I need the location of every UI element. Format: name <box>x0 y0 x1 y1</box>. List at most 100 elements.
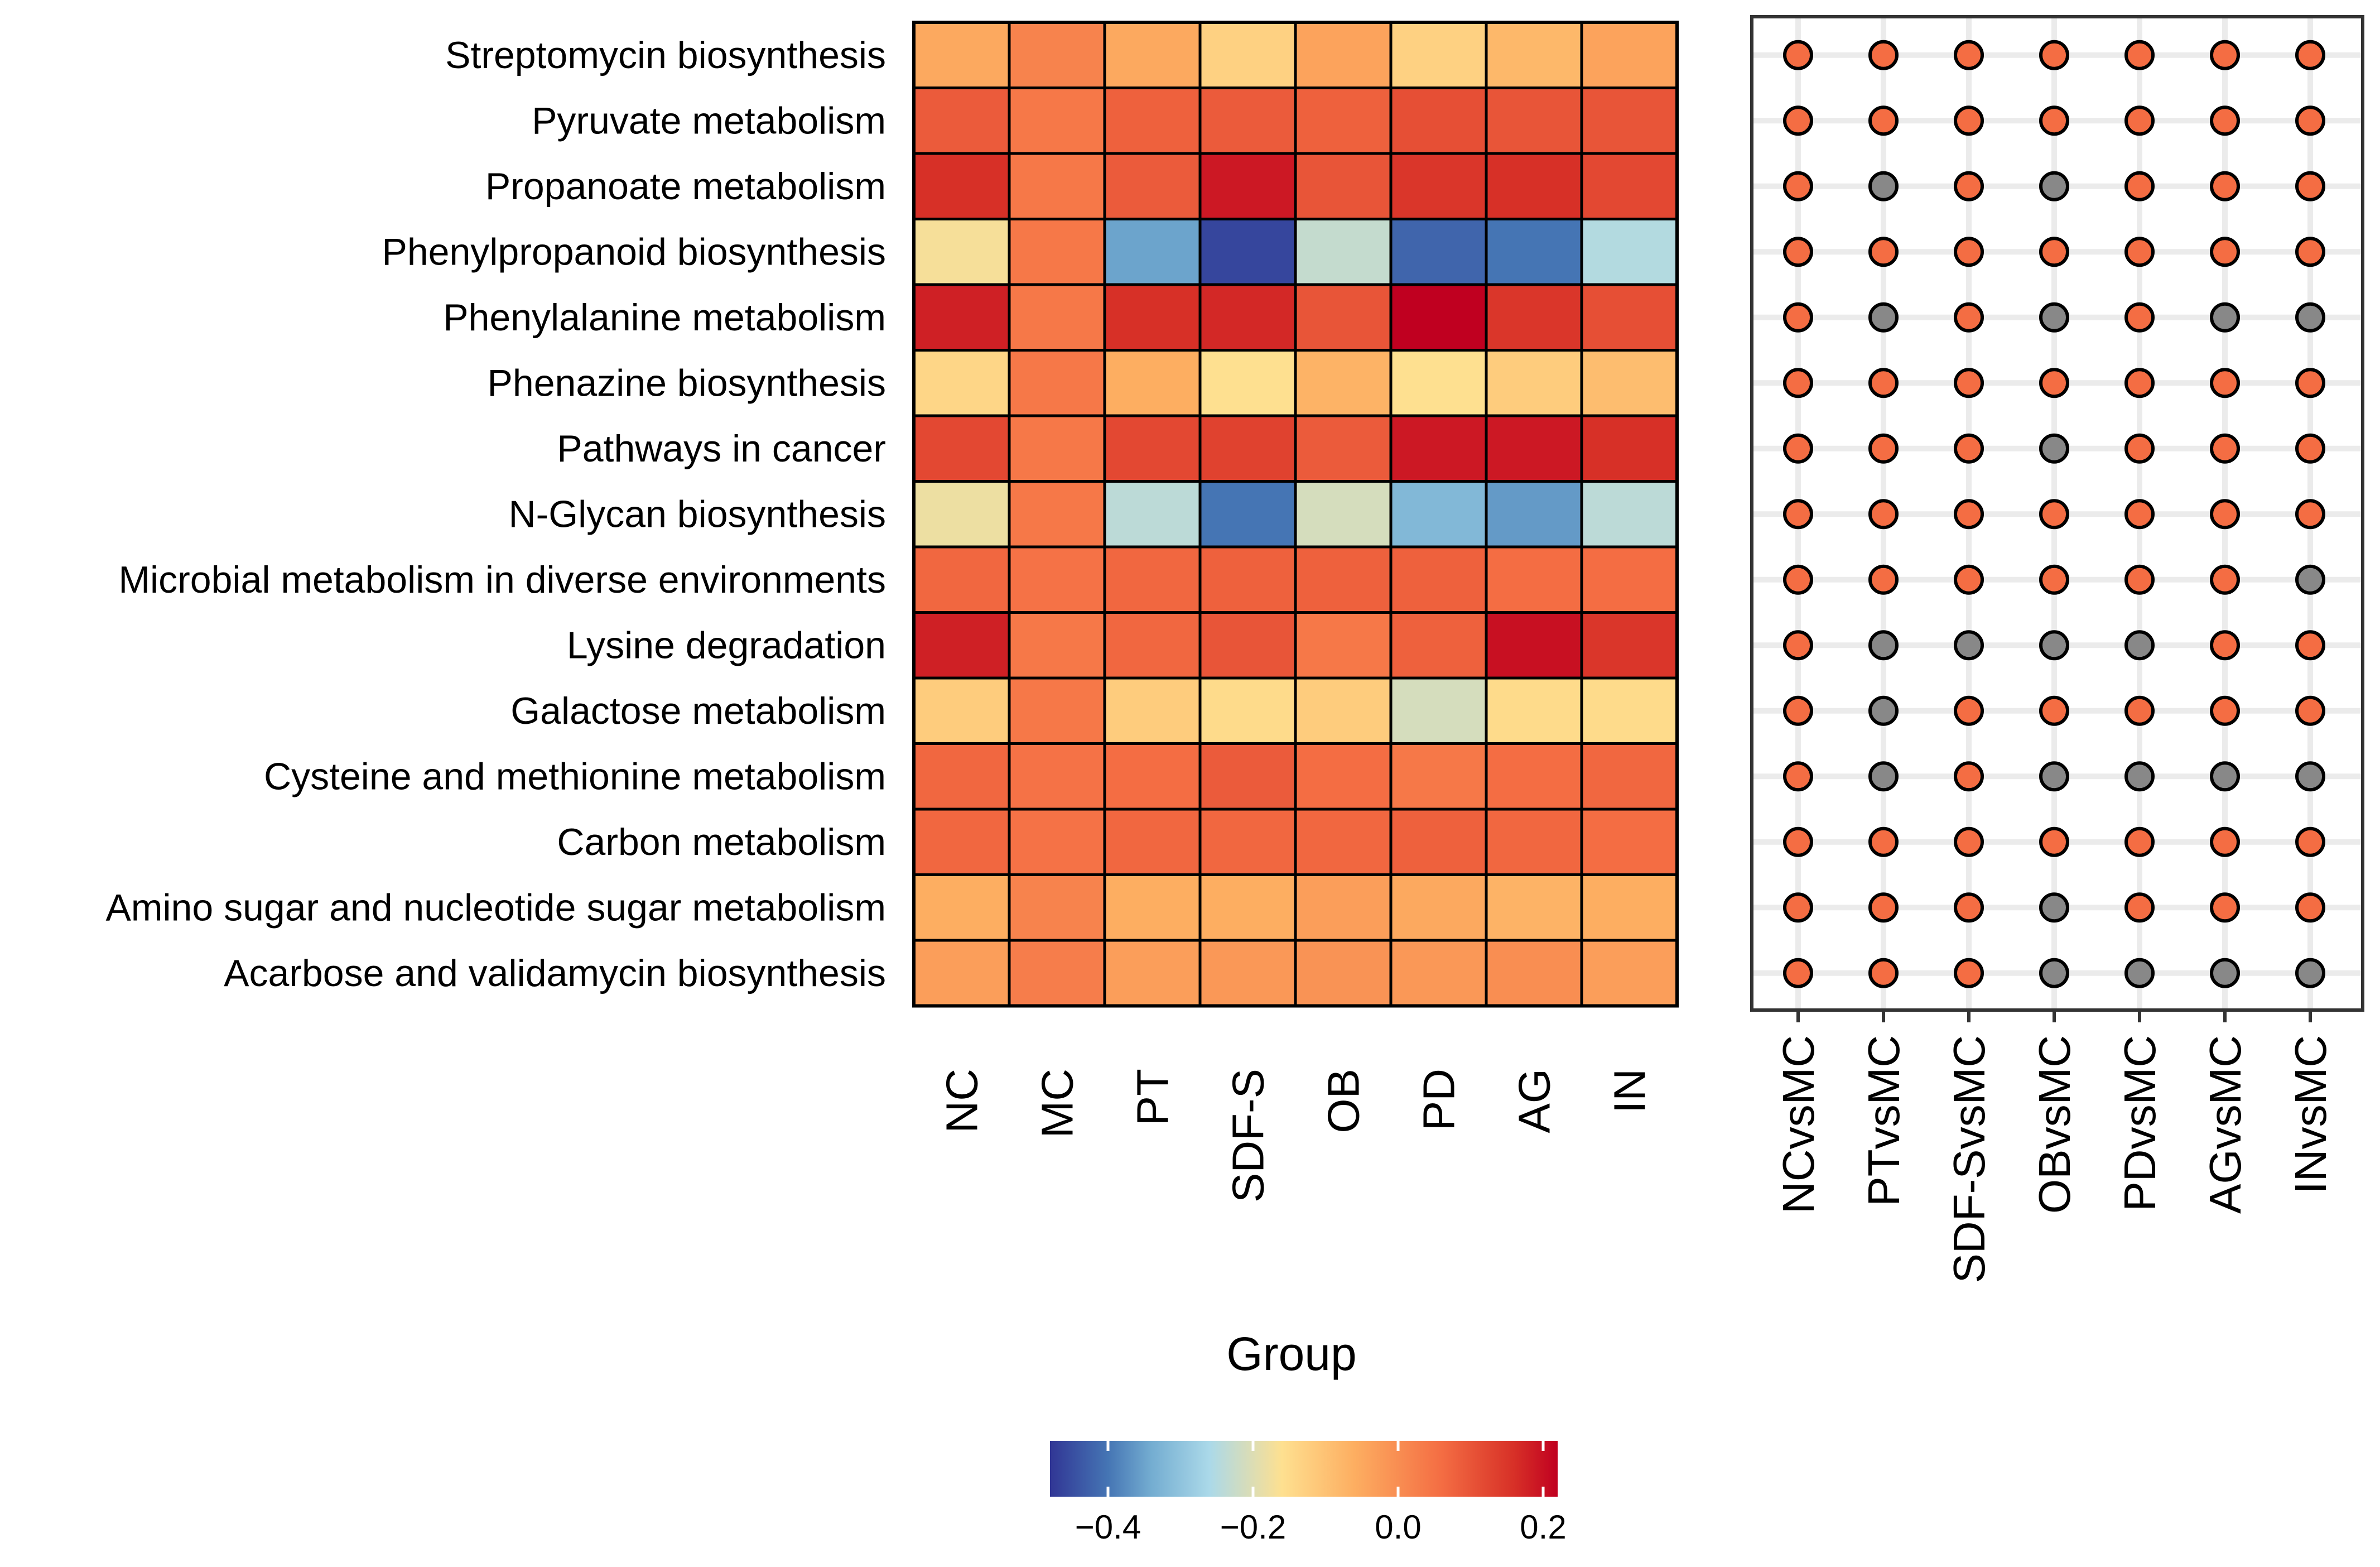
point-lysine-degradation-pdvsmc <box>2124 630 2155 661</box>
point-pathways-in-cancer-sdf-svsmc <box>1954 433 1984 464</box>
comparison-label-pdvsmc: PDvsMC <box>2115 1035 2165 1212</box>
point-propanoate-metabolism-sdf-svsmc <box>1954 171 1984 201</box>
heatmap-cell-microbial-metabolism-in-diverse-environments-ag <box>1485 545 1583 614</box>
point-amino-sugar-and-nucleotide-sugar-metabolism-invsmc <box>2295 892 2325 923</box>
row-label-lysine-degradation: Lysine degradation <box>567 624 886 666</box>
point-phenazine-biosynthesis-pdvsmc <box>2124 368 2155 398</box>
point-phenylpropanoid-biosynthesis-pdvsmc <box>2124 237 2155 267</box>
point-lysine-degradation-invsmc <box>2295 630 2325 661</box>
heatmap-cell-pyruvate-metabolism-mc <box>1008 86 1106 155</box>
heatmap-cell-phenylpropanoid-biosynthesis-mc <box>1008 218 1106 286</box>
heatmap-cell-galactose-metabolism-nc <box>912 676 1011 745</box>
heatmap-cell-microbial-metabolism-in-diverse-environments-in <box>1580 545 1679 614</box>
heatmap-cell-phenylpropanoid-biosynthesis-pt <box>1103 218 1202 286</box>
point-pathways-in-cancer-ncvsmc <box>1783 433 1813 464</box>
point-galactose-metabolism-sdf-svsmc <box>1954 695 1984 726</box>
colorbar-tick-label: 0.2 <box>1520 1508 1566 1546</box>
heatmap-cell-lysine-degradation-mc <box>1008 611 1106 680</box>
heatmap-cell-n-glycan-biosynthesis-ob <box>1294 480 1393 549</box>
heatmap-cell-lysine-degradation-nc <box>912 611 1011 680</box>
heatmap-cell-streptomycin-biosynthesis-pd <box>1389 21 1488 89</box>
heatmap-cell-phenylpropanoid-biosynthesis-sdf-s <box>1198 218 1297 286</box>
heatmap-cell-amino-sugar-and-nucleotide-sugar-metabolism-pd <box>1389 873 1488 942</box>
point-acarbose-and-validamycin-biosynthesis-obvsmc <box>2039 958 2069 988</box>
row-label-amino-sugar-and-nucleotide-sugar-metabolism: Amino sugar and nucleotide sugar metabol… <box>105 886 886 929</box>
heatmap-cell-phenylpropanoid-biosynthesis-nc <box>912 218 1011 286</box>
heatmap-cell-amino-sugar-and-nucleotide-sugar-metabolism-ag <box>1485 873 1583 942</box>
heatmap-cell-phenazine-biosynthesis-sdf-s <box>1198 349 1297 417</box>
point-phenylalanine-metabolism-agvsmc <box>2210 302 2240 333</box>
heatmap-cell-propanoate-metabolism-sdf-s <box>1198 152 1297 220</box>
point-pyruvate-metabolism-ncvsmc <box>1783 105 1813 136</box>
point-galactose-metabolism-pdvsmc <box>2124 695 2155 726</box>
heatmap-cell-streptomycin-biosynthesis-pt <box>1103 21 1202 89</box>
point-amino-sugar-and-nucleotide-sugar-metabolism-ptvsmc <box>1868 892 1899 923</box>
row-label-phenazine-biosynthesis: Phenazine biosynthesis <box>488 362 886 404</box>
group-label-pd: PD <box>1414 1069 1464 1131</box>
point-pyruvate-metabolism-sdf-svsmc <box>1954 105 1984 136</box>
point-microbial-metabolism-in-diverse-environments-obvsmc <box>2039 564 2069 595</box>
point-acarbose-and-validamycin-biosynthesis-agvsmc <box>2210 958 2240 988</box>
heatmap-cell-galactose-metabolism-pt <box>1103 676 1202 745</box>
heatmap-cell-pyruvate-metabolism-ob <box>1294 86 1393 155</box>
group-label-nc: NC <box>937 1069 987 1133</box>
heatmap-cell-phenazine-biosynthesis-nc <box>912 349 1011 417</box>
point-phenylalanine-metabolism-ptvsmc <box>1868 302 1899 333</box>
row-label-microbial-metabolism-in-diverse-environments: Microbial metabolism in diverse environm… <box>118 559 886 601</box>
point-phenylalanine-metabolism-ncvsmc <box>1783 302 1813 333</box>
point-n-glycan-biosynthesis-agvsmc <box>2210 499 2240 530</box>
comparison-label-sdf-svsmc: SDF-SvsMC <box>1944 1035 1994 1283</box>
comparison-labels: NCvsMC PTvsMC SDF-SvsMC OBvsMC PDvsMC AGvsMC I… <box>1774 1035 2335 1283</box>
dot-plot <box>1750 15 2364 1022</box>
heatmap-cell-propanoate-metabolism-pt <box>1103 152 1202 220</box>
heatmap-cell-cysteine-and-methionine-metabolism-ob <box>1294 742 1393 811</box>
heatmap-cell-propanoate-metabolism-ob <box>1294 152 1393 220</box>
point-phenazine-biosynthesis-obvsmc <box>2039 368 2069 398</box>
heatmap-cell-phenazine-biosynthesis-ag <box>1485 349 1583 417</box>
row-label-cysteine-and-methionine-metabolism: Cysteine and methionine metabolism <box>264 755 886 797</box>
point-cysteine-and-methionine-metabolism-ptvsmc <box>1868 761 1899 792</box>
heatmap-cell-phenazine-biosynthesis-mc <box>1008 349 1106 417</box>
point-propanoate-metabolism-ptvsmc <box>1868 171 1899 201</box>
heatmap-cell-acarbose-and-validamycin-biosynthesis-pt <box>1103 939 1202 1007</box>
heatmap-cell-carbon-metabolism-mc <box>1008 807 1106 876</box>
heatmap-cell-n-glycan-biosynthesis-sdf-s <box>1198 480 1297 549</box>
point-acarbose-and-validamycin-biosynthesis-sdf-svsmc <box>1954 958 1984 988</box>
point-n-glycan-biosynthesis-sdf-svsmc <box>1954 499 1984 530</box>
point-acarbose-and-validamycin-biosynthesis-ncvsmc <box>1783 958 1813 988</box>
row-labels: Streptomycin biosynthesis Pyruvate metabo… <box>105 34 886 994</box>
point-carbon-metabolism-sdf-svsmc <box>1954 826 1984 857</box>
heatmap-cell-lysine-degradation-pd <box>1389 611 1488 680</box>
group-label-pt: PT <box>1128 1069 1178 1126</box>
heatmap-cell-streptomycin-biosynthesis-ob <box>1294 21 1393 89</box>
heatmap-cell-streptomycin-biosynthesis-ag <box>1485 21 1583 89</box>
point-pathways-in-cancer-ptvsmc <box>1868 433 1899 464</box>
group-label-in: IN <box>1605 1069 1655 1113</box>
heatmap-cell-n-glycan-biosynthesis-ag <box>1485 480 1583 549</box>
point-n-glycan-biosynthesis-pdvsmc <box>2124 499 2155 530</box>
point-n-glycan-biosynthesis-ptvsmc <box>1868 499 1899 530</box>
point-propanoate-metabolism-agvsmc <box>2210 171 2240 201</box>
point-pathways-in-cancer-invsmc <box>2295 433 2325 464</box>
point-pyruvate-metabolism-ptvsmc <box>1868 105 1899 136</box>
heatmap-cell-pathways-in-cancer-ob <box>1294 414 1393 483</box>
heatmap-cell-pyruvate-metabolism-in <box>1580 86 1679 155</box>
dot-plot-border <box>1750 15 2364 1012</box>
point-phenylpropanoid-biosynthesis-obvsmc <box>2039 237 2069 267</box>
heatmap-cell-n-glycan-biosynthesis-in <box>1580 480 1679 549</box>
heatmap-cell-cysteine-and-methionine-metabolism-pt <box>1103 742 1202 811</box>
point-amino-sugar-and-nucleotide-sugar-metabolism-obvsmc <box>2039 892 2069 923</box>
heatmap-cell-phenylpropanoid-biosynthesis-ob <box>1294 218 1393 286</box>
heatmap-cell-n-glycan-biosynthesis-pd <box>1389 480 1488 549</box>
point-streptomycin-biosynthesis-invsmc <box>2295 40 2325 70</box>
heatmap-cell-carbon-metabolism-pt <box>1103 807 1202 876</box>
point-streptomycin-biosynthesis-ncvsmc <box>1783 40 1813 70</box>
point-acarbose-and-validamycin-biosynthesis-pdvsmc <box>2124 958 2155 988</box>
point-amino-sugar-and-nucleotide-sugar-metabolism-ncvsmc <box>1783 892 1813 923</box>
point-n-glycan-biosynthesis-ncvsmc <box>1783 499 1813 530</box>
heatmap-cell-streptomycin-biosynthesis-nc <box>912 21 1011 89</box>
point-carbon-metabolism-ptvsmc <box>1868 826 1899 857</box>
heatmap-cell-acarbose-and-validamycin-biosynthesis-mc <box>1008 939 1106 1007</box>
heatmap-cell-carbon-metabolism-pd <box>1389 807 1488 876</box>
comparison-label-invsmc: INvsMC <box>2286 1035 2335 1194</box>
